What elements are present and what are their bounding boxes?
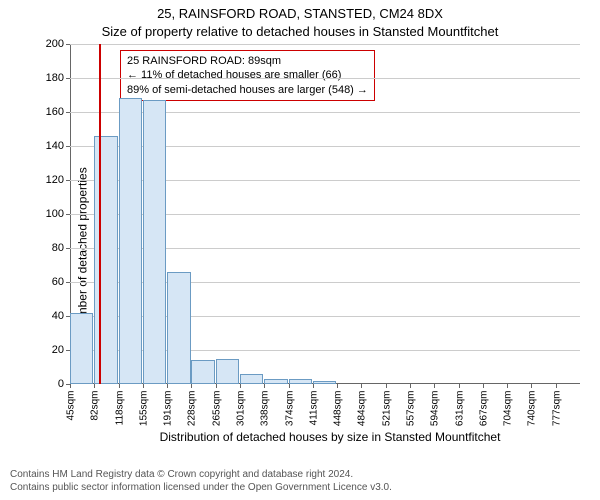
histogram-bar <box>289 379 312 384</box>
histogram-bar <box>143 100 166 384</box>
chart-container: { "title_line1": "25, RAINSFORD ROAD, ST… <box>0 0 600 500</box>
x-tick-label: 301sqm <box>234 391 247 427</box>
y-tick-label: 100 <box>46 208 70 220</box>
attribution-line1: Contains HM Land Registry data © Crown c… <box>10 468 590 481</box>
histogram-bar <box>264 379 287 384</box>
x-tick <box>507 384 508 388</box>
page-title-address: 25, RAINSFORD ROAD, STANSTED, CM24 8DX <box>0 6 600 21</box>
x-tick-label: 667sqm <box>476 391 489 427</box>
y-tick-label: 200 <box>46 38 70 50</box>
x-tick <box>434 384 435 388</box>
x-tick-label: 82sqm <box>88 391 101 421</box>
histogram-bar <box>167 272 190 384</box>
x-tick <box>70 384 71 388</box>
x-tick <box>94 384 95 388</box>
histogram-bar <box>216 359 239 385</box>
histogram-bar <box>240 374 263 384</box>
x-tick <box>216 384 217 388</box>
y-tick-label: 80 <box>52 242 70 254</box>
histogram-plot: 25 RAINSFORD ROAD: 89sqm ← 11% of detach… <box>70 44 580 384</box>
y-tick-label: 180 <box>46 72 70 84</box>
x-tick <box>313 384 314 388</box>
histogram-bar <box>119 98 142 384</box>
x-tick <box>191 384 192 388</box>
info-line-smaller: ← 11% of detached houses are smaller (66… <box>127 68 368 82</box>
y-tick-label: 160 <box>46 106 70 118</box>
x-tick-label: 484sqm <box>355 391 368 427</box>
x-tick <box>386 384 387 388</box>
x-tick-label: 45sqm <box>64 391 77 421</box>
histogram-bar <box>191 360 214 384</box>
y-tick-label: 40 <box>52 310 70 322</box>
x-tick <box>483 384 484 388</box>
x-tick <box>289 384 290 388</box>
gridline <box>70 78 580 79</box>
x-tick-label: 557sqm <box>404 391 417 427</box>
x-tick <box>143 384 144 388</box>
x-tick-label: 411sqm <box>306 391 319 426</box>
x-tick-label: 265sqm <box>209 391 222 427</box>
x-tick-label: 521sqm <box>379 391 392 427</box>
x-tick <box>264 384 265 388</box>
property-info-box: 25 RAINSFORD ROAD: 89sqm ← 11% of detach… <box>120 50 375 101</box>
x-tick <box>556 384 557 388</box>
x-tick-label: 118sqm <box>112 391 125 426</box>
x-tick-label: 448sqm <box>331 391 344 427</box>
x-tick <box>459 384 460 388</box>
x-tick-label: 631sqm <box>452 391 465 427</box>
x-tick-label: 704sqm <box>501 391 514 427</box>
histogram-bar <box>94 136 117 384</box>
x-tick <box>337 384 338 388</box>
x-tick-label: 374sqm <box>282 391 295 427</box>
x-tick-label: 740sqm <box>525 391 538 427</box>
y-tick-label: 20 <box>52 344 70 356</box>
x-tick-label: 228sqm <box>185 391 198 427</box>
info-line-larger: 89% of semi-detached houses are larger (… <box>127 83 368 97</box>
x-tick-label: 594sqm <box>428 391 441 427</box>
x-tick-label: 155sqm <box>136 391 149 427</box>
x-tick <box>167 384 168 388</box>
gridline <box>70 44 580 45</box>
info-line-size: 25 RAINSFORD ROAD: 89sqm <box>127 54 368 68</box>
x-tick-label: 338sqm <box>258 391 271 427</box>
x-axis-label: Distribution of detached houses by size … <box>70 430 590 444</box>
x-tick <box>240 384 241 388</box>
page-subtitle: Size of property relative to detached ho… <box>0 24 600 39</box>
x-tick <box>531 384 532 388</box>
histogram-bar <box>313 381 336 384</box>
x-tick <box>119 384 120 388</box>
y-tick-label: 120 <box>46 174 70 186</box>
attribution-line2: Contains public sector information licen… <box>10 481 590 494</box>
y-tick-label: 60 <box>52 276 70 288</box>
x-tick <box>410 384 411 388</box>
property-marker-line <box>99 44 101 384</box>
x-tick <box>361 384 362 388</box>
attribution: Contains HM Land Registry data © Crown c… <box>10 468 590 494</box>
x-tick-label: 777sqm <box>549 391 562 427</box>
y-tick-label: 0 <box>58 378 70 390</box>
histogram-bar <box>70 313 93 384</box>
y-tick-label: 140 <box>46 140 70 152</box>
x-tick-label: 191sqm <box>161 391 174 427</box>
